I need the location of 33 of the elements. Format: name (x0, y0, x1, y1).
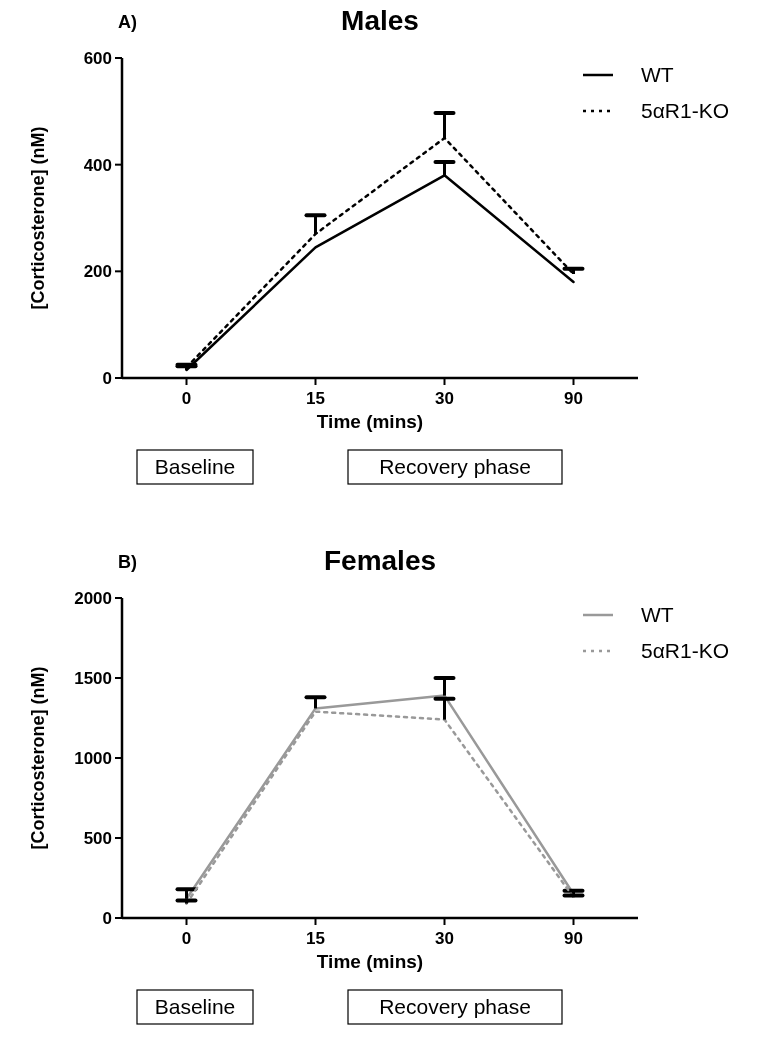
y-tick-label: 1000 (74, 748, 112, 768)
x-tick-label: 0 (181, 929, 192, 948)
legend-label: WT (641, 63, 674, 87)
text: Baseline (154, 995, 236, 1019)
y-tick-label: 2000 (74, 588, 112, 608)
x-axis-title: Time (mins) (316, 411, 424, 432)
y-tick-label: 0 (102, 908, 112, 928)
x-axis-title: Time (mins) (316, 951, 424, 972)
text: Recovery phase (379, 455, 531, 479)
y-tick-label: 600 (83, 48, 112, 68)
chart-title: Males (341, 5, 419, 36)
x-tick-label: 30 (435, 389, 454, 408)
legend-label: WT (641, 603, 674, 627)
legend-label: 5αR1-KO (641, 639, 729, 663)
text: A) (118, 12, 137, 32)
x-tick-label: 0 (181, 389, 192, 408)
x-tick-label: 90 (564, 929, 583, 948)
y-tick-label: 200 (83, 262, 112, 282)
legend-label: 5αR1-KO (641, 99, 729, 123)
y-tick-label: 500 (83, 828, 112, 848)
text: Baseline (154, 455, 236, 479)
y-tick-label: 400 (83, 155, 112, 175)
y-axis-title: [Corticosterone] (nM) (28, 666, 48, 850)
y-tick-label: 0 (102, 368, 112, 388)
x-tick-label: 30 (435, 929, 454, 948)
y-tick-label: 1500 (74, 668, 112, 688)
y-axis-title: [Corticosterone] (nM) (28, 126, 48, 310)
text: Recovery phase (379, 995, 531, 1019)
x-tick-label: 90 (564, 389, 583, 408)
x-tick-label: 15 (306, 929, 325, 948)
chart-title: Females (323, 545, 437, 576)
text: B) (118, 552, 137, 572)
x-tick-label: 15 (306, 389, 325, 408)
